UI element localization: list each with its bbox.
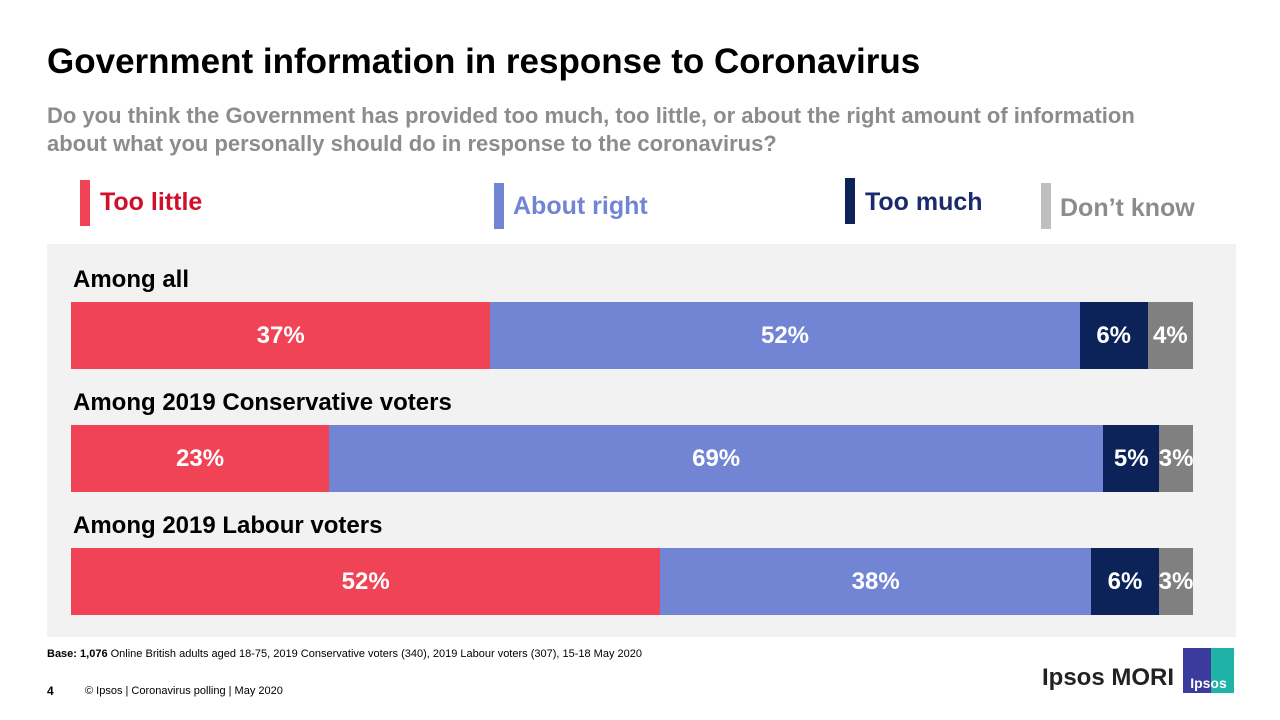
bar-segment: 3% — [1159, 425, 1193, 492]
bar-segment: 69% — [329, 425, 1104, 492]
bar-segment: 6% — [1090, 548, 1159, 615]
base-count: 1,076 — [80, 648, 108, 660]
category-label: Among 2019 Labour voters — [73, 512, 383, 539]
bar-segment: 52% — [71, 548, 661, 615]
legend-marker — [494, 183, 504, 229]
page-number: 4 — [47, 684, 54, 698]
footer-text: © Ipsos | Coronavirus polling | May 2020 — [85, 685, 283, 697]
bar-segment: 6% — [1079, 302, 1148, 369]
stacked-bar: 37% 52% 6% 4% — [71, 302, 1193, 369]
base-note: Base: 1,076 Online British adults aged 1… — [47, 648, 642, 660]
question-subtitle: Do you think the Government has provided… — [47, 103, 1135, 156]
bar-segment: 38% — [660, 548, 1091, 615]
bar-segment: 3% — [1159, 548, 1193, 615]
base-text: Online British adults aged 18-75, 2019 C… — [110, 648, 642, 660]
ipsos-logo-icon: Ipsos — [1183, 648, 1234, 693]
category-label: Among 2019 Conservative voters — [73, 389, 452, 416]
category-label: Among all — [73, 266, 190, 293]
stacked-bar: 52% 38% 6% 3% — [71, 548, 1193, 615]
stacked-bar: 23% 69% 5% 3% — [71, 425, 1193, 492]
legend-label: Too much — [865, 188, 983, 216]
slide-title: Government information in response to Co… — [47, 42, 921, 81]
legend-marker — [80, 180, 90, 226]
bar-segment: 4% — [1147, 302, 1193, 369]
legend-marker — [1041, 183, 1051, 229]
bar-segment: 52% — [490, 302, 1080, 369]
bar-segment: 23% — [71, 425, 330, 492]
bar-segment: 37% — [71, 302, 491, 369]
base-label: Base: — [47, 648, 77, 660]
legend-label: About right — [513, 192, 648, 220]
legend-marker — [845, 178, 855, 224]
legend-label: Don’t know — [1060, 194, 1195, 222]
legend-label: Too little — [100, 188, 203, 216]
bar-segment: 5% — [1103, 425, 1160, 492]
ipsos-mori-logo: Ipsos MORI — [1042, 664, 1175, 691]
